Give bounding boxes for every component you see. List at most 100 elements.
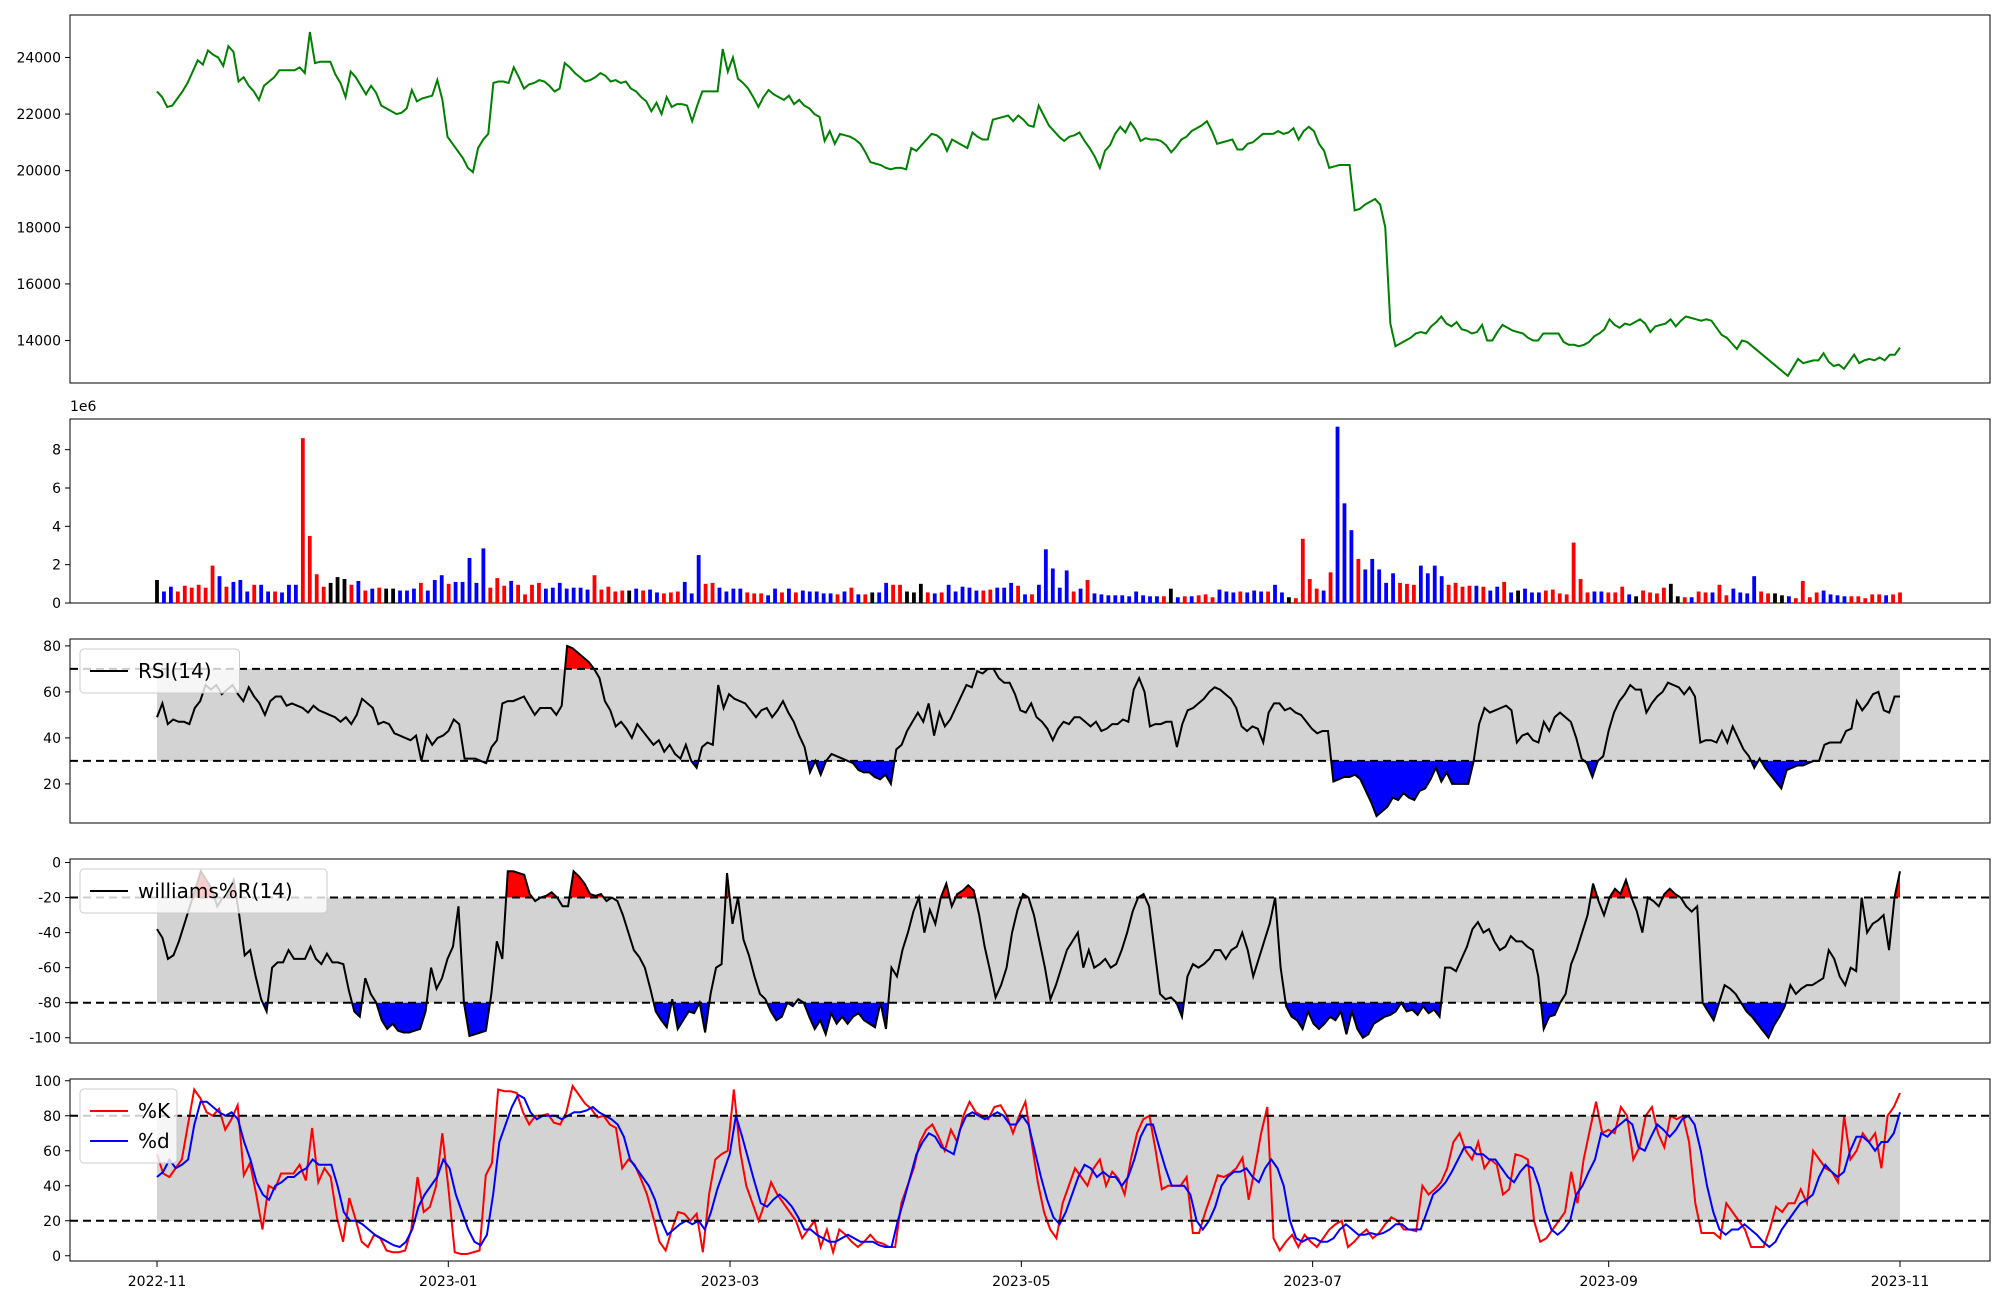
volume-bar (800, 590, 805, 603)
volume-bar (349, 584, 354, 603)
volume-bar (1828, 594, 1833, 604)
volume-bar (1099, 594, 1104, 604)
williams-overbought-fill (506, 871, 533, 898)
volume-bar (1856, 596, 1861, 603)
volume-bar (300, 438, 305, 603)
volume-bar (1016, 585, 1020, 603)
volume-bar (1175, 597, 1180, 603)
volume-bar (1307, 579, 1312, 603)
volume-bar (1578, 579, 1583, 603)
volume-bar (307, 535, 312, 603)
volume-bar (585, 589, 590, 603)
stochastic-legend-box (79, 1088, 178, 1164)
volume-bar (1287, 597, 1291, 603)
volume-panel-frame (69, 418, 1991, 604)
stochastic-legend: %K %d (79, 1088, 178, 1164)
volume-bar (738, 588, 743, 604)
volume-bar (578, 587, 583, 603)
stochastic-legend-label: %K (138, 1099, 171, 1123)
volume-bar (1245, 592, 1250, 603)
volume-bar (877, 592, 882, 603)
volume-bar (1203, 594, 1208, 604)
williams-legend-box (79, 868, 328, 914)
volume-bar (821, 593, 826, 603)
price-ytick-label: 14000 (16, 334, 61, 350)
volume-bar (953, 591, 958, 603)
volume-bar (405, 590, 409, 603)
volume-bar (835, 594, 840, 604)
rsi-legend: RSI(14) (79, 648, 240, 694)
volume-bar (1398, 582, 1402, 604)
volume-bar (745, 592, 750, 603)
volume-bar (1273, 584, 1277, 603)
volume-bar (1405, 583, 1409, 603)
rsi-oversold-fill (815, 760, 827, 775)
volume-bar (259, 584, 264, 603)
volume-bar (1592, 591, 1597, 603)
volume-bar (1662, 587, 1666, 603)
stochastic-legend-label: %d (138, 1129, 170, 1153)
volume-bar (1717, 584, 1722, 603)
volume-bar (898, 584, 902, 603)
volume-bar (1134, 591, 1139, 603)
volume-bar (391, 588, 395, 604)
volume-bar (1523, 588, 1527, 604)
volume-bar (599, 589, 604, 603)
volume-bar (1557, 593, 1562, 603)
volume-bar (335, 577, 340, 604)
volume-bar (1328, 572, 1333, 603)
volume-bar (1467, 585, 1472, 603)
volume-bar (488, 587, 493, 603)
volume-bar (175, 591, 180, 603)
volume-bar (1432, 565, 1437, 604)
williams-oversold-fill (376, 1002, 427, 1033)
volume-bar (759, 593, 764, 603)
volume-bar (571, 587, 576, 603)
volume-bar (1814, 592, 1819, 603)
x-tick-label: 2023-09 (1579, 1274, 1638, 1290)
x-tick-label: 2023-07 (1283, 1274, 1342, 1290)
volume-bar (1606, 592, 1611, 603)
price-ytick-label: 20000 (16, 164, 61, 180)
volume-bar (995, 587, 1000, 603)
stochastic-ytick-label: 60 (43, 1144, 61, 1160)
volume-bar (537, 582, 541, 604)
volume-bar (925, 592, 930, 603)
price-ytick-label: 18000 (16, 220, 61, 236)
volume-bar (1648, 592, 1652, 603)
volume-bar (1162, 596, 1166, 603)
williams-oversold-fill (699, 1002, 710, 1033)
volume-bar (648, 589, 652, 603)
volume-bar (967, 587, 972, 603)
volume-bar (682, 581, 687, 603)
volume-bar (668, 592, 673, 603)
volume-bar (293, 584, 298, 603)
volume-bar (960, 586, 965, 603)
volume-bar (1835, 595, 1840, 603)
volume-bar (1780, 595, 1784, 603)
volume-bar (1731, 588, 1736, 604)
volume-bar (1168, 588, 1173, 604)
volume-bar (363, 590, 368, 603)
volume-bar (1141, 595, 1145, 603)
volume-bar (314, 574, 319, 603)
volume-bar (780, 592, 784, 603)
volume-bar (252, 584, 257, 603)
volume-bar (1564, 594, 1569, 604)
volume-bar (849, 587, 854, 603)
volume-bar (1752, 576, 1757, 603)
volume-bar (662, 593, 666, 603)
volume-bar (287, 584, 291, 603)
stochastic-ytick-label: 0 (52, 1249, 61, 1265)
x-tick-label: 2022-11 (128, 1274, 187, 1290)
volume-bar (530, 584, 534, 603)
rsi-fills (480, 645, 1814, 817)
volume-bar (1293, 598, 1298, 603)
volume-bar (217, 576, 222, 603)
volume-bar (523, 594, 527, 604)
volume-bar (509, 580, 514, 603)
volume-bar (1530, 592, 1534, 603)
volume-bar (1710, 592, 1715, 603)
volume-bar (356, 580, 361, 603)
volume-bar (460, 581, 465, 603)
